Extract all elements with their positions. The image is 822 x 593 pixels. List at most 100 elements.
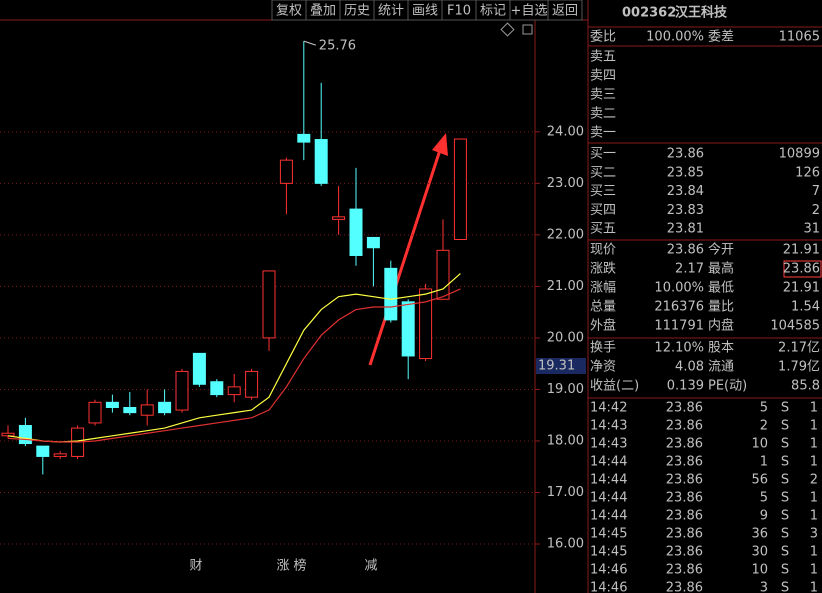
event-marker[interactable]: 涨 [276,559,289,574]
annotation-line [303,40,316,46]
panel-text: 23.86 [666,545,703,560]
panel-text: 2 [810,473,818,488]
ma-line [7,288,461,443]
panel-text: 5 [760,491,768,506]
panel-text: 23.86 [666,419,703,434]
panel-text: 1 [810,545,818,560]
panel-text: 104585 [770,319,820,334]
candle-body [123,406,137,414]
panel-text: 23.86 [666,473,703,488]
panel-text: 量比 [708,300,734,315]
arrow [368,149,442,366]
panel-text: 14:46 [590,563,627,578]
panel-text: 1.54 [791,300,820,315]
toolbar-label[interactable]: 标记 [480,4,506,19]
panel-text: 111791 [654,319,704,334]
panel-text: 换手 [590,341,616,356]
panel-text: S [781,563,789,578]
candle-body [18,425,32,445]
panel-text: 216376 [654,300,704,315]
candle-body [1,432,15,437]
panel-text: S [781,419,789,434]
panel-text: 委差 [708,30,734,45]
toolbar-label[interactable]: 复权 [276,3,302,19]
toolbar-label[interactable]: 画线 [412,4,438,19]
panel-text: 1 [810,455,818,470]
panel-text: 23.86 [783,262,820,277]
panel-text: 委比 [590,30,616,45]
panel-text: 7 [812,184,820,199]
stock-name: 汉王科技 [675,5,728,21]
panel-text: 12.10% [654,341,704,356]
panel-text: S [781,581,789,593]
icon[interactable] [500,22,515,37]
candle-body [88,401,102,424]
toolbar-label[interactable]: 历史 [344,4,370,19]
panel-text: S [781,437,789,452]
toolbar-label[interactable]: 叠加 [310,4,336,19]
panel-text: 23.86 [666,563,703,578]
y-tick-label: 17.00 [547,485,584,500]
panel-text: 净资 [590,360,616,375]
panel-text: 9 [760,509,768,524]
toolbar-label[interactable]: F10 [447,4,471,19]
toolbar-label[interactable]: 统计 [378,4,404,19]
ask-label: 卖四 [590,69,616,84]
panel-text: 23.86 [666,527,703,542]
candle-body [349,208,363,256]
panel-text: 30 [751,545,768,560]
toolbar-label[interactable]: 返回 [552,4,578,19]
panel-text: 31 [803,222,820,237]
candle-body [401,301,415,357]
candle-body [140,404,154,416]
cursor-box [536,358,586,374]
panel-text: 5 [760,401,768,416]
panel-text: 14:43 [590,437,627,452]
panel-text: 1.79亿 [778,360,820,375]
candle-body [105,401,119,408]
panel-text: 14:44 [590,455,627,470]
panel-text: 10899 [779,147,820,162]
candle-body [279,159,293,184]
panel-text: 3 [760,581,768,593]
candle-body [158,401,172,414]
panel-text: 23.86 [666,509,703,524]
panel-text: 11065 [779,30,820,45]
panel-text: 内盘 [708,318,734,334]
panel-text: 最高 [708,261,734,277]
candle-body [453,138,467,241]
event-marker[interactable]: 财 [189,559,202,574]
toolbar-button[interactable] [547,0,583,21]
candle-body [53,453,67,457]
y-tick-label: 18.00 [547,433,584,448]
panel-text: S [781,509,789,524]
event-marker[interactable]: 减 [364,559,377,574]
event-marker[interactable]: 榜 [293,558,306,574]
panel-text: 最低 [708,281,734,296]
panel-text: 2 [760,419,768,434]
panel-text: 23.86 [666,401,703,416]
panel-text: 10 [751,437,768,452]
panel-text: S [781,545,789,560]
panel-text: 1 [810,419,818,434]
panel-text: 14:44 [590,473,627,488]
panel-text: S [781,527,789,542]
panel-text: 现价 [590,243,616,258]
panel-text: PE(动) [708,379,747,394]
y-tick-label: 21.00 [547,279,584,294]
panel-text: 1 [810,491,818,506]
stock-code: 002362 [622,6,676,21]
icon[interactable] [522,24,533,35]
toolbar-label[interactable]: +自选 [511,4,548,19]
panel-text: 85.8 [791,379,820,394]
candle-body [314,139,328,184]
candle-body [436,249,450,300]
panel-text: S [781,401,789,416]
panel-text: 23.86 [666,581,703,593]
y-tick-label: 22.00 [547,227,584,242]
panel-text: 14:42 [590,401,627,416]
panel-text: 36 [751,527,768,542]
y-tick-label: 23.00 [547,176,584,191]
panel-text: 今开 [708,242,734,258]
